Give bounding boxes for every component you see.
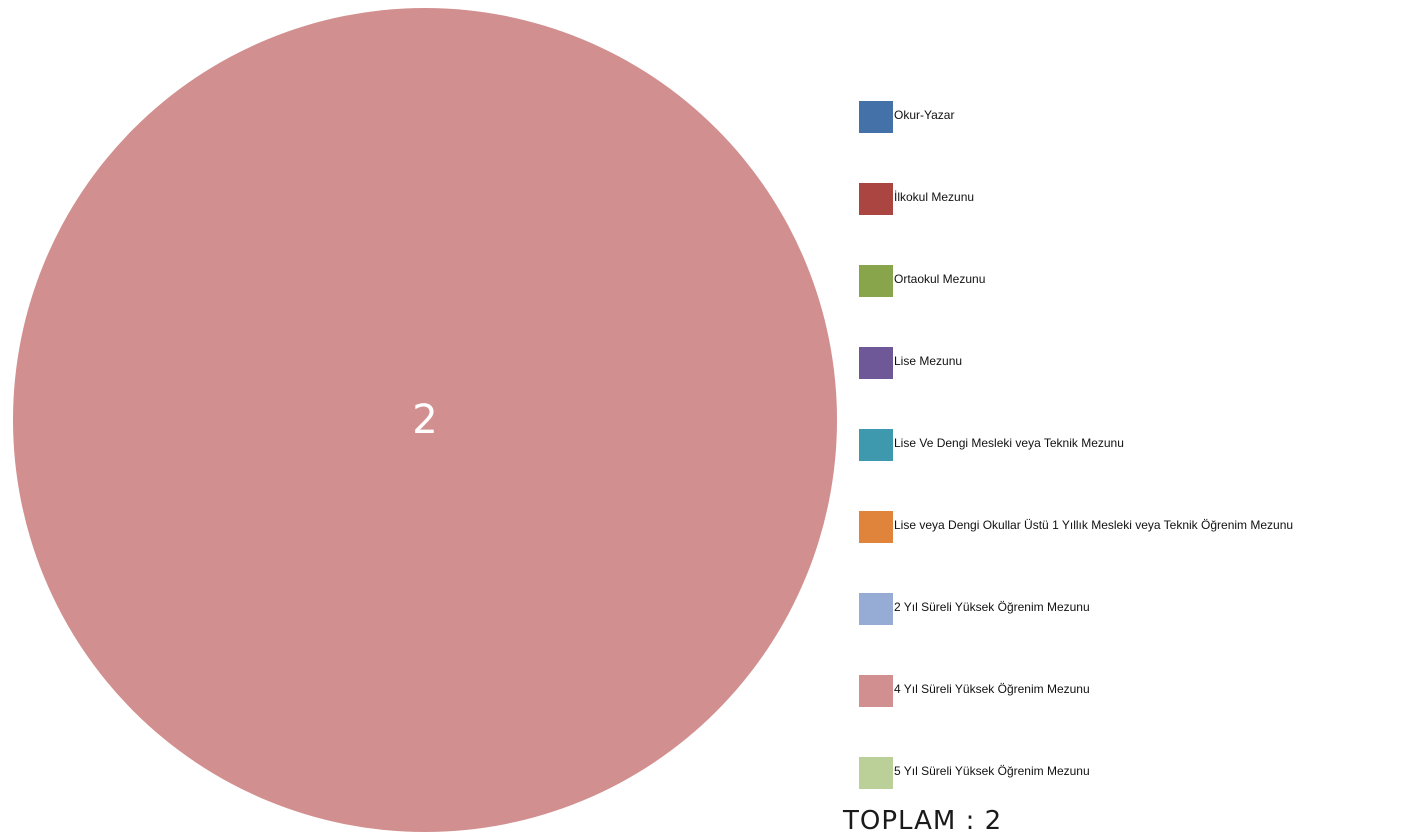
legend-item: Okur-Yazar: [859, 101, 1293, 183]
pie-chart: 2: [13, 8, 837, 832]
legend-item: Lise Mezunu: [859, 347, 1293, 429]
legend-item: İlkokul Mezunu: [859, 183, 1293, 265]
legend-item: 5 Yıl Süreli Yüksek Öğrenim Mezunu: [859, 757, 1293, 839]
legend-swatch: [859, 511, 893, 543]
legend-item: 2 Yıl Süreli Yüksek Öğrenim Mezunu: [859, 593, 1293, 675]
slice-value-label: 2: [412, 397, 437, 443]
legend-item: Lise Ve Dengi Mesleki veya Teknik Mezunu: [859, 429, 1293, 511]
legend-label: Okur-Yazar: [894, 108, 955, 122]
total-label: TOPLAM : 2: [843, 806, 1003, 836]
legend-label: İlkokul Mezunu: [894, 190, 975, 204]
legend-swatch: [859, 675, 893, 707]
legend-label: Lise veya Dengi Okullar Üstü 1 Yıllık Me…: [894, 518, 1294, 532]
legend-label: 2 Yıl Süreli Yüksek Öğrenim Mezunu: [894, 600, 1090, 614]
legend-swatch: [859, 347, 893, 379]
legend-item: Lise veya Dengi Okullar Üstü 1 Yıllık Me…: [859, 511, 1293, 593]
legend-swatch: [859, 265, 893, 297]
slice-8: [13, 8, 837, 832]
legend-label: Lise Ve Dengi Mesleki veya Teknik Mezunu: [894, 436, 1124, 450]
legend-label: Ortaokul Mezunu: [894, 272, 986, 286]
legend-label: 5 Yıl Süreli Yüksek Öğrenim Mezunu: [894, 764, 1090, 778]
legend-swatch: [859, 183, 893, 215]
legend-item: Ortaokul Mezunu: [859, 265, 1293, 347]
legend-label: Lise Mezunu: [894, 354, 963, 368]
legend-swatch: [859, 757, 893, 789]
legend-item: 4 Yıl Süreli Yüksek Öğrenim Mezunu: [859, 675, 1293, 757]
legend-label: 4 Yıl Süreli Yüksek Öğrenim Mezunu: [894, 682, 1090, 696]
legend-swatch: [859, 101, 893, 133]
chart-legend: Okur-Yazar İlkokul Mezunu Ortaokul Mezunu L…: [859, 101, 1293, 839]
legend-swatch: [859, 429, 893, 461]
legend-swatch: [859, 593, 893, 625]
